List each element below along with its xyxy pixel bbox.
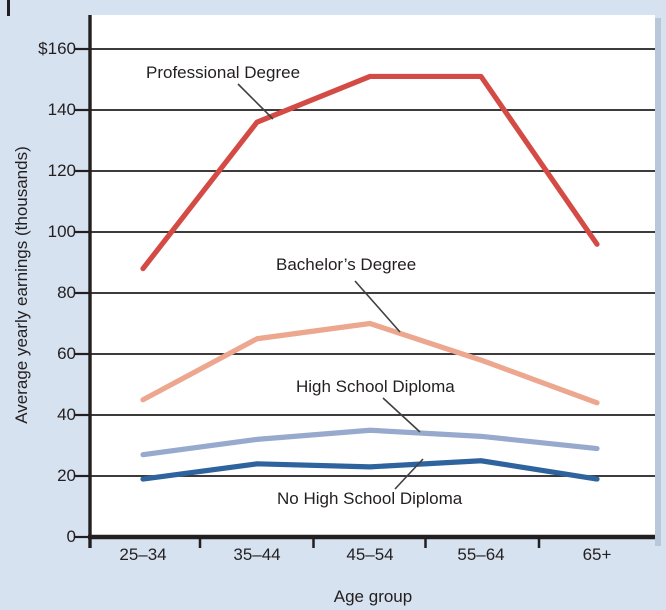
x-tick-label: 65+ (582, 545, 612, 564)
series-line-2 (140, 427, 600, 458)
leader-line-2 (382, 397, 421, 433)
series-label-bachelors-degree: Bachelor’s Degree (276, 255, 417, 274)
leader-line-1 (354, 280, 401, 333)
series-label-high-school-diploma: High School Diploma (296, 377, 455, 396)
series-label-professional-degree: Professional Degree (146, 63, 301, 82)
x-tick-label: 55–64 (457, 545, 505, 564)
x-tick-label: 35–44 (233, 545, 281, 564)
x-axis-title: Age group (333, 587, 413, 606)
leader-line-0 (237, 83, 274, 120)
series-label-no-high-school-diploma: No High School Diploma (277, 489, 463, 508)
x-tick-label: 25–34 (119, 545, 167, 564)
y-tick-label: 80 (57, 283, 76, 302)
plot-shadow (655, 18, 661, 546)
series-line-1 (140, 320, 600, 406)
leader-line-3 (394, 458, 424, 490)
x-tick-label: 45–54 (346, 545, 394, 564)
plot-area (90, 15, 655, 537)
y-tick-label: $160 (38, 39, 76, 58)
y-tick-label: 140 (47, 100, 76, 119)
y-tick-label: 60 (57, 344, 76, 363)
y-tick-label: 100 (47, 222, 76, 241)
y-tick-label: 40 (57, 405, 76, 424)
y-tick-label: 120 (47, 161, 76, 180)
series-line-3 (140, 458, 600, 482)
figure-edge-mark (7, 0, 10, 16)
y-tick-label: 0 (66, 527, 76, 546)
series-line-0 (140, 73, 600, 272)
y-tick-label: 20 (57, 466, 76, 485)
